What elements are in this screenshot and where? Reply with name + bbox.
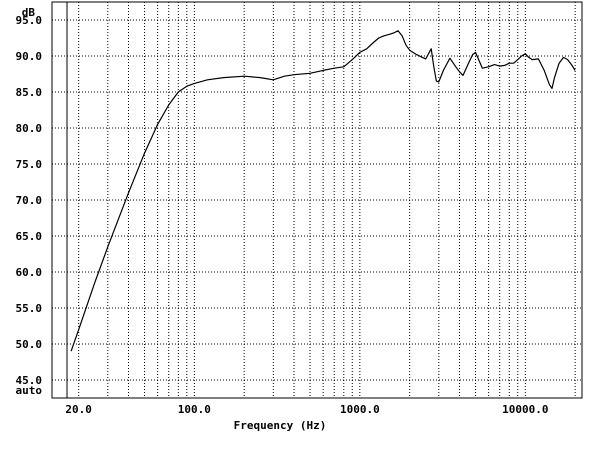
x-tick-labels: 20.0 100.0 1000.0 10000.0 bbox=[65, 403, 548, 416]
y-tick-label: 70.0 bbox=[16, 194, 43, 207]
y-tick-label: 65.0 bbox=[16, 230, 43, 243]
y-tick-label: 85.0 bbox=[16, 86, 43, 99]
response-curve bbox=[70, 30, 576, 352]
y-tick-labels: 95.0 90.0 85.0 80.0 75.0 70.0 65.0 60.0 55.0 50.0… bbox=[16, 14, 43, 387]
y-bottom-label: auto bbox=[16, 384, 43, 397]
y-tick-label: 60.0 bbox=[16, 266, 43, 279]
x-tick-label: 20.0 bbox=[65, 403, 92, 416]
x-tick-label: 10000.0 bbox=[502, 403, 548, 416]
y-axis-label: dB bbox=[22, 6, 36, 19]
y-tick-label: 75.0 bbox=[16, 158, 43, 171]
y-tick-label: 80.0 bbox=[16, 122, 43, 135]
plot-frame bbox=[51, 1, 583, 399]
y-tick-label: 90.0 bbox=[16, 50, 43, 63]
x-tick-label: 100.0 bbox=[178, 403, 211, 416]
y-tick-label: 95.0 bbox=[16, 14, 43, 27]
grid bbox=[52, 2, 582, 398]
y-tick-label: 55.0 bbox=[16, 302, 43, 315]
y-tick-label: 50.0 bbox=[16, 338, 43, 351]
x-tick-label: 1000.0 bbox=[340, 403, 380, 416]
x-axis-label: Frequency (Hz) bbox=[234, 419, 327, 432]
y-tick-label: 45.0 bbox=[16, 374, 43, 387]
